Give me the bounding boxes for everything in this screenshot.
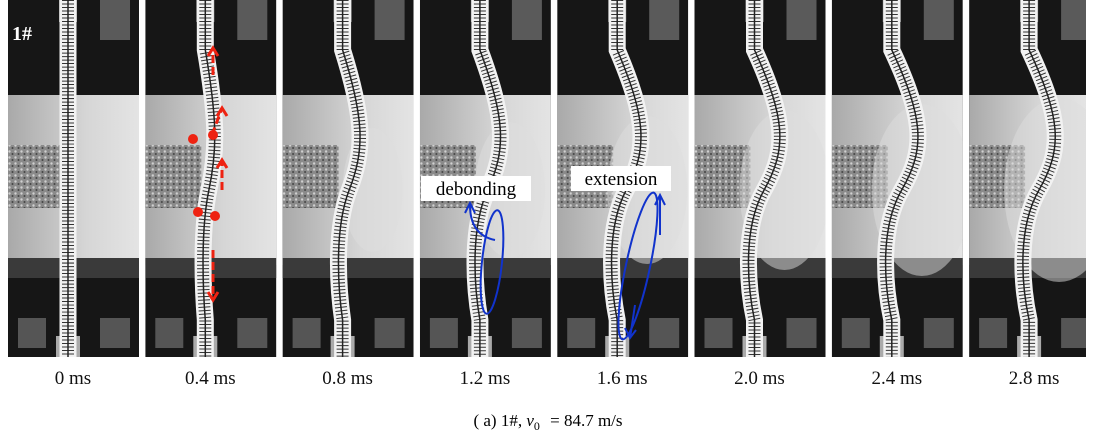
frame <box>832 0 972 357</box>
dark-bar <box>283 258 414 278</box>
foam <box>283 145 339 208</box>
time-label: 1.6 ms <box>597 368 648 389</box>
bottom-block <box>155 318 183 348</box>
bottom-block <box>237 318 267 348</box>
red-dot <box>208 130 218 140</box>
bottom-block <box>705 318 733 348</box>
time-label: 2.4 ms <box>871 368 922 389</box>
frame <box>8 0 139 357</box>
time-label: 1.2 ms <box>460 368 511 389</box>
red-dot <box>210 211 220 221</box>
debonding-tag: debonding <box>421 176 531 201</box>
annotation: debonding <box>436 179 517 200</box>
bottom-block <box>100 318 130 348</box>
top-block <box>100 0 130 40</box>
bottom-block <box>649 318 679 348</box>
bottom-block <box>979 318 1007 348</box>
bottom-block <box>787 318 817 348</box>
dark-bar <box>557 258 688 278</box>
time-label: 0 ms <box>55 368 91 389</box>
foam <box>8 145 64 208</box>
bottom-block <box>512 318 542 348</box>
red-dot <box>193 207 203 217</box>
top-block <box>375 0 405 40</box>
top-block <box>787 0 817 40</box>
top-block <box>924 0 954 40</box>
red-dot <box>188 134 198 144</box>
bottom-block <box>18 318 46 348</box>
bottom-block <box>375 318 405 348</box>
caption: ( a) 1#, v0 = 84.7 m/s <box>473 411 622 432</box>
panel-label: 1# <box>12 23 32 45</box>
caption-prefix: ( a) 1#, <box>473 411 522 430</box>
frame <box>969 0 1095 357</box>
bottom-block <box>293 318 321 348</box>
time-label: 2.0 ms <box>734 368 785 389</box>
time-label: 2.8 ms <box>1009 368 1060 389</box>
top-block <box>649 0 679 40</box>
bottom-block <box>1061 318 1091 348</box>
annotation: extension <box>585 169 658 190</box>
extension-tag: extension <box>571 166 671 191</box>
top-block <box>1061 0 1091 40</box>
caption-sub: 0 <box>534 419 540 432</box>
bottom-block <box>567 318 595 348</box>
time-label: 0.8 ms <box>322 368 373 389</box>
time-label: 0.4 ms <box>185 368 236 389</box>
frame <box>283 0 414 357</box>
foam <box>145 145 201 208</box>
bottom-block <box>842 318 870 348</box>
dark-bar <box>420 258 551 278</box>
frame <box>695 0 830 357</box>
top-block <box>512 0 542 40</box>
bottom-block <box>924 318 954 348</box>
top-block <box>237 0 267 40</box>
figure: 1# debonding extension ( a) 1#, v0 = 84.… <box>0 0 1095 432</box>
caption-rest: = 84.7 m/s <box>550 411 622 430</box>
bottom-block <box>430 318 458 348</box>
dark-bar <box>695 258 826 278</box>
